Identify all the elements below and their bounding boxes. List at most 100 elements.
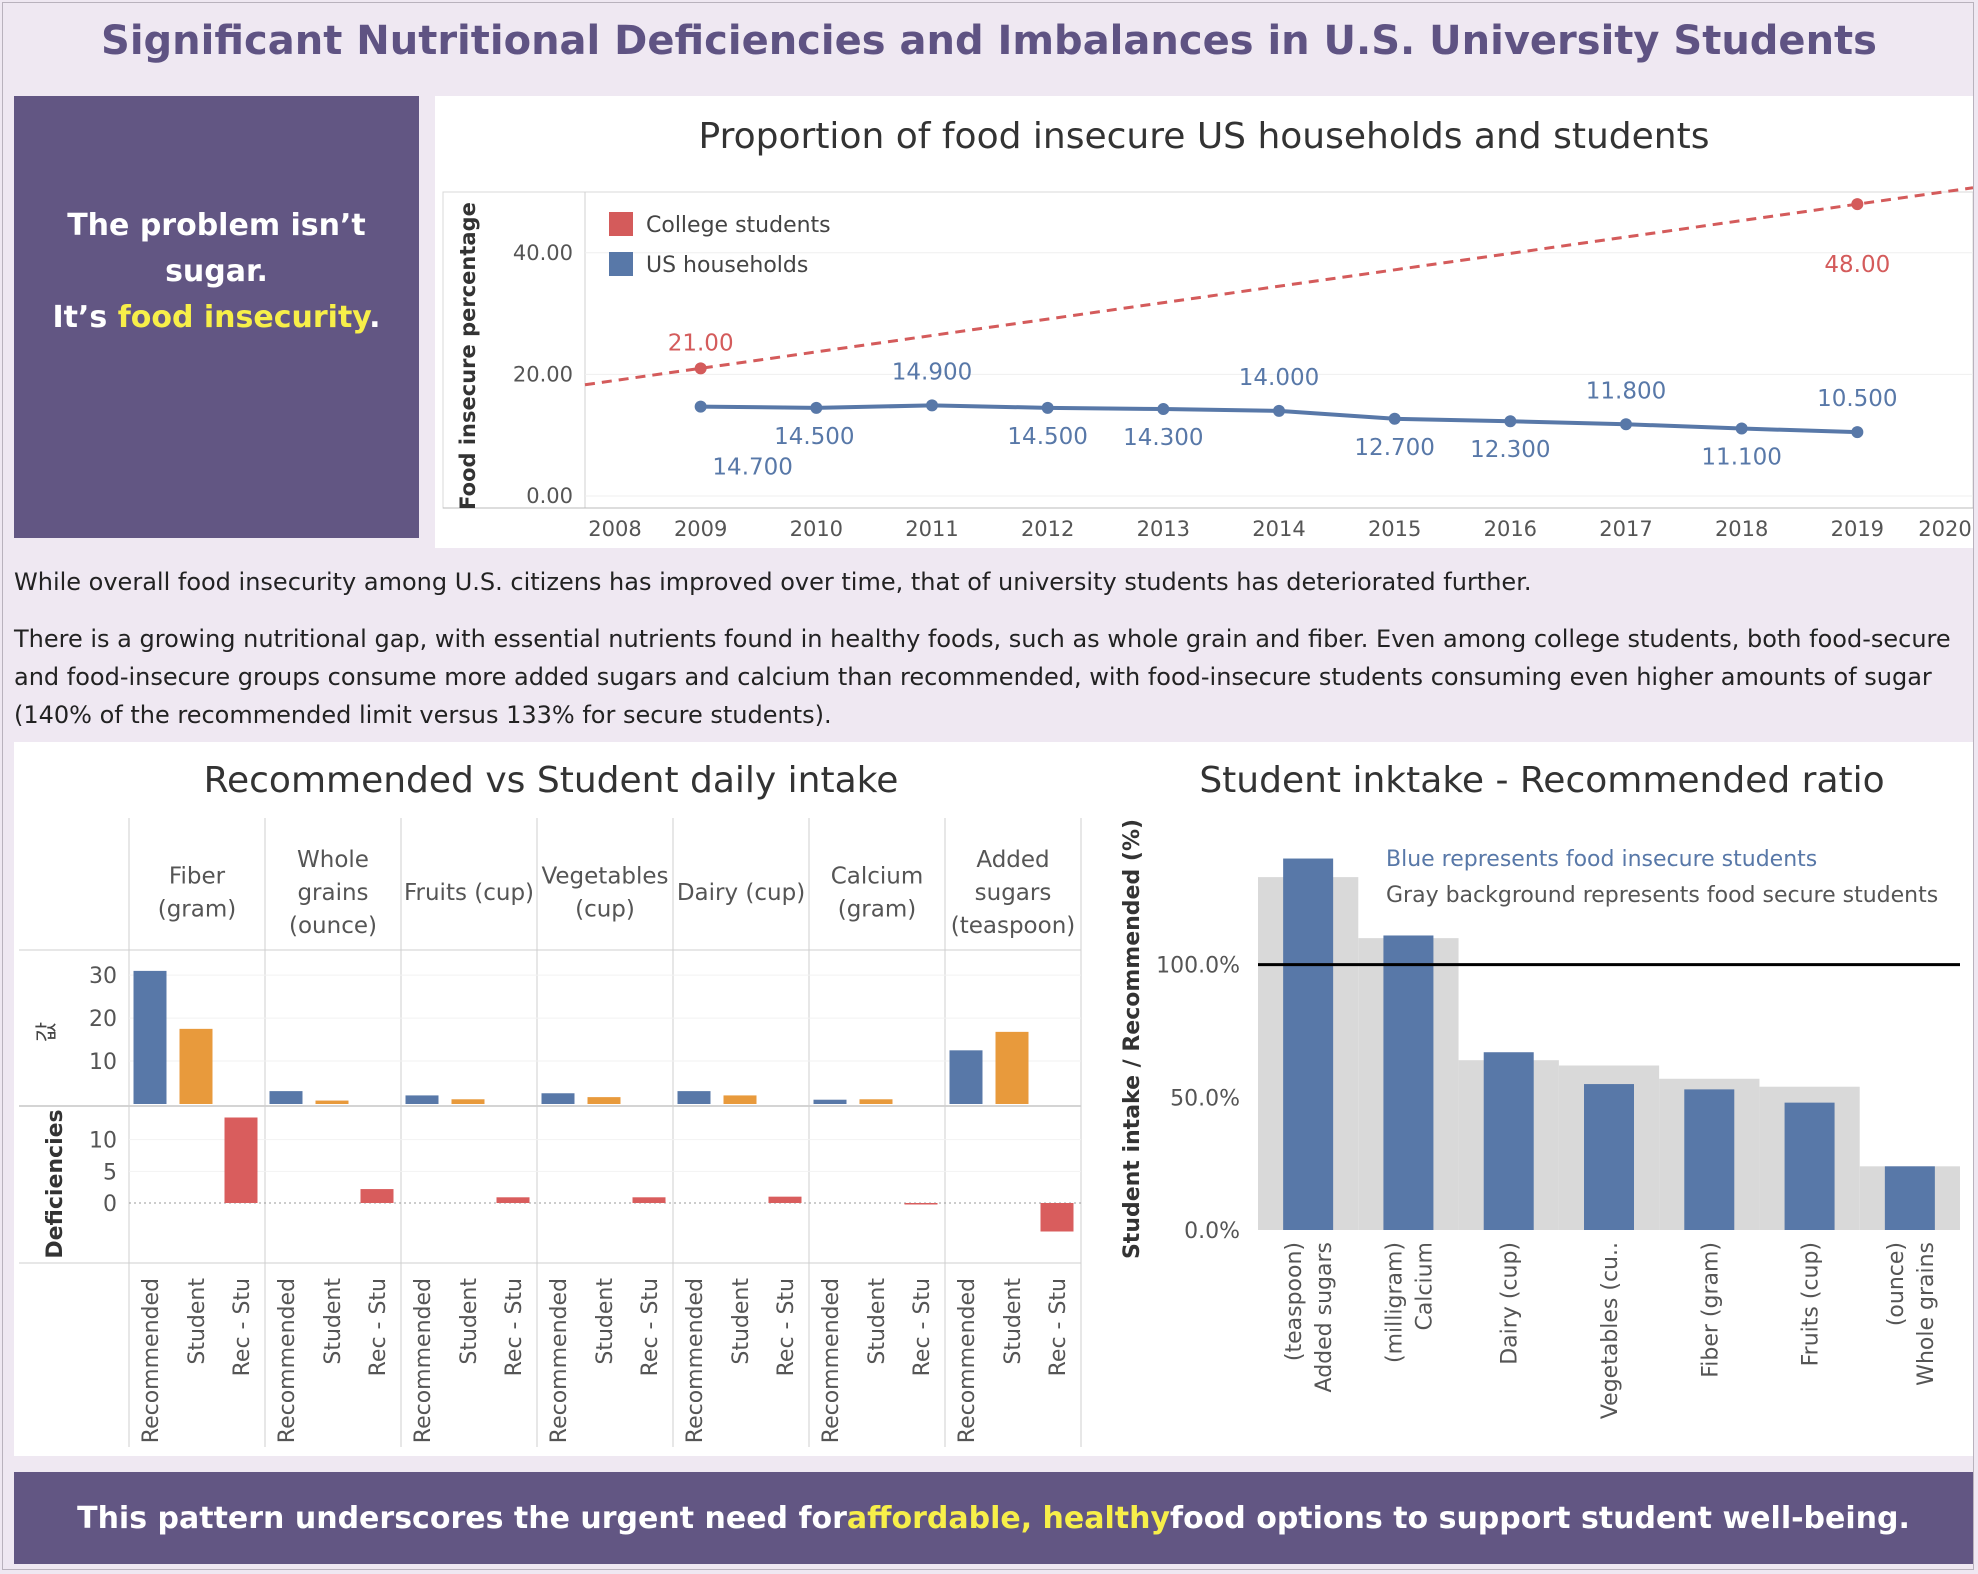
households-point	[1735, 422, 1748, 435]
line-chart: Proportion of food insecure US household…	[442, 116, 1974, 541]
households-data-label: 14.500	[1007, 424, 1087, 450]
intake-bar-category-label: Student	[321, 1278, 346, 1365]
students-trend-line	[584, 186, 1974, 387]
intake-group-label: Fiber	[169, 864, 226, 890]
ratio-x-tick-label: (milligram)	[1382, 1242, 1407, 1363]
bar-charts: Recommended vs Student daily intake 10 20 3…	[19, 760, 1960, 1447]
deficiency-bar	[632, 1197, 666, 1203]
households-point	[1851, 426, 1864, 439]
insecure-bar	[1884, 1166, 1935, 1230]
line-x-tick-label: 2011	[905, 517, 958, 541]
summary-paragraph-2: There is a growing nutritional gap, with…	[14, 625, 1951, 729]
intake-group-label: sugars	[975, 880, 1052, 906]
insecure-bar	[1684, 1089, 1735, 1230]
intake-top-tick-label: 20	[89, 1007, 117, 1032]
footer-banner: This pattern underscores the urgent need…	[14, 1472, 1973, 1564]
callout-line-1: The problem isn’t sugar.	[67, 208, 366, 289]
student-bar	[859, 1099, 893, 1104]
intake-top-tick-label: 10	[89, 1050, 117, 1075]
deficiency-bar	[360, 1189, 394, 1203]
intake-bottom-axis-title: Deficiencies	[43, 1109, 68, 1258]
ratio-x-tick-label: Whole grains	[1914, 1242, 1939, 1386]
student-bar	[587, 1097, 621, 1104]
line-x-tick-label: 2020	[1918, 517, 1971, 541]
legend-label: US households	[646, 253, 808, 278]
line-x-tick-label: 2016	[1484, 517, 1537, 541]
intake-bar-category-label: Rec - Stu	[366, 1278, 391, 1376]
ratio-y-tick-label: 100.0%	[1156, 954, 1240, 979]
ratio-chart-title: Student inktake - Recommended ratio	[1199, 760, 1884, 801]
intake-group-label: (teaspoon)	[951, 913, 1076, 939]
intake-group-label: Dairy (cup)	[677, 880, 805, 906]
insecure-bar	[1283, 858, 1334, 1230]
ratio-x-tick-label: (teaspoon)	[1282, 1242, 1307, 1361]
ratio-y-tick-label: 50.0%	[1170, 1086, 1240, 1111]
line-y-tick-label: 40.00	[513, 241, 573, 265]
households-point	[926, 399, 938, 412]
households-point	[1041, 401, 1054, 414]
intake-bar-category-label: Student	[1001, 1278, 1026, 1365]
line-x-tick-label: 2008	[588, 517, 641, 541]
recommended-bar	[269, 1091, 303, 1104]
intake-top-axis-title: 값	[35, 1022, 60, 1042]
students-point	[694, 362, 707, 375]
callout-period: .	[369, 300, 381, 335]
legend-swatch	[609, 252, 633, 276]
line-x-tick-label: 2013	[1137, 517, 1190, 541]
intake-group-label: Fruits (cup)	[404, 880, 534, 906]
households-data-label: 14.000	[1239, 365, 1319, 391]
households-data-label: 14.500	[774, 424, 854, 450]
intake-bar-category-label: Student	[185, 1278, 210, 1365]
ratio-annotation-gray: Gray background represents food secure s…	[1386, 883, 1938, 908]
line-x-tick-label: 2014	[1252, 517, 1305, 541]
ratio-x-tick-label: (ounce)	[1884, 1242, 1909, 1326]
intake-bottom-tick-label: 5	[103, 1160, 117, 1185]
recommended-bar	[949, 1050, 983, 1104]
intake-group-label: grains	[297, 880, 368, 906]
student-bar	[315, 1100, 349, 1104]
students-point	[1851, 198, 1864, 211]
intake-bar-category-label: Recommended	[955, 1278, 980, 1443]
ratio-annotation-blue: Blue represents food insecure students	[1386, 847, 1817, 872]
deficiency-bar	[224, 1117, 258, 1203]
intake-group-label: Vegetables	[541, 864, 668, 890]
intake-bottom-tick-label: 10	[89, 1129, 117, 1154]
callout-panel: The problem isn’t sugar. It’s food insec…	[14, 96, 419, 538]
line-x-tick-label: 2018	[1715, 517, 1768, 541]
intake-bottom-tick-label: 0	[103, 1192, 117, 1217]
footer-text: This pattern underscores the urgent need…	[77, 1500, 847, 1536]
recommended-bar	[541, 1093, 575, 1104]
intake-bar-category-label: Recommended	[411, 1278, 436, 1443]
summary-paragraph-1: While overall food insecurity among U.S.…	[14, 568, 1532, 596]
line-chart-panel: Proportion of food insecure US household…	[435, 96, 1974, 548]
student-bar	[179, 1028, 213, 1104]
intake-bar-category-label: Student	[457, 1278, 482, 1365]
intake-group-label: (gram)	[838, 897, 917, 923]
student-bar	[451, 1099, 485, 1104]
households-point	[1273, 404, 1285, 417]
page-title: Significant Nutritional Deficiencies and…	[101, 18, 1877, 64]
footer-highlight: affordable, healthy	[846, 1500, 1171, 1536]
line-y-axis-title: Food insecure percentage	[456, 202, 480, 510]
intake-bar-category-label: Rec - Stu	[230, 1278, 255, 1376]
intake-bar-category-label: Recommended	[683, 1278, 708, 1443]
ratio-x-tick-label: Fruits (cup)	[1799, 1242, 1824, 1366]
intake-bar-category-label: Recommended	[275, 1278, 300, 1443]
households-data-label: 12.700	[1354, 435, 1434, 461]
intake-bar-category-label: Rec - Stu	[638, 1278, 663, 1376]
footer-text-end: food options to support student well-bei…	[1170, 1500, 1910, 1536]
households-point	[1504, 415, 1517, 428]
households-data-label: 14.900	[892, 359, 972, 385]
callout-line-2: It’s food insecurity.	[52, 295, 380, 341]
line-y-tick-label: 0.00	[526, 484, 573, 508]
recommended-bar	[813, 1099, 847, 1104]
line-x-tick-label: 2009	[674, 517, 727, 541]
intake-bar-category-label: Rec - Stu	[774, 1278, 799, 1376]
legend-swatch	[609, 212, 633, 236]
intake-chart-title: Recommended vs Student daily intake	[204, 760, 899, 801]
intake-top-tick-label: 30	[89, 964, 117, 989]
households-point	[694, 400, 707, 413]
intake-group-label: (gram)	[158, 897, 237, 923]
households-point	[1157, 403, 1170, 416]
